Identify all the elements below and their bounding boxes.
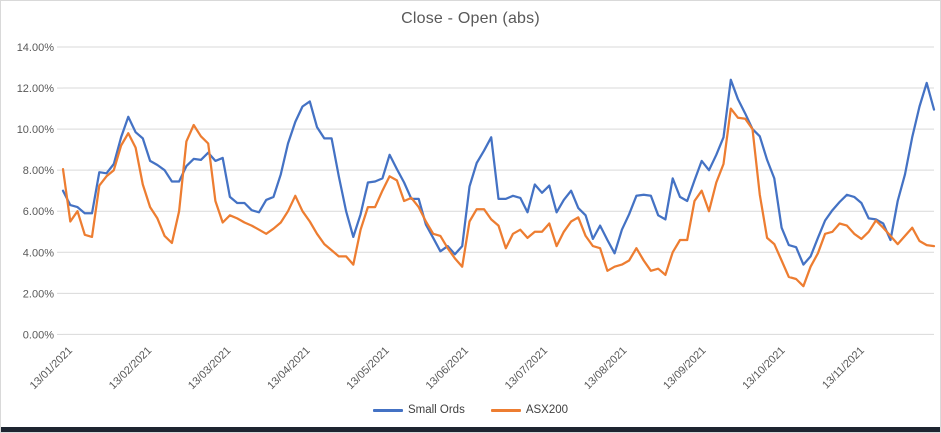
legend-label-asx200: ASX200 bbox=[525, 404, 569, 416]
x-axis-label: 13/06/2021 bbox=[424, 345, 471, 392]
y-axis-label: 2.00% bbox=[23, 288, 54, 300]
x-axis-label: 13/09/2021 bbox=[661, 345, 708, 392]
y-axis-ticks bbox=[57, 46, 63, 335]
x-axis-label: 13/05/2021 bbox=[344, 345, 391, 392]
y-axis-label: 14.00% bbox=[17, 42, 55, 54]
y-axis-label: 8.00% bbox=[23, 165, 54, 177]
legend-label-small-ords: Small Ords bbox=[407, 404, 465, 416]
small-ords-line-swatch bbox=[372, 408, 403, 412]
x-axis-label: 13/03/2021 bbox=[186, 345, 233, 392]
y-gridlines bbox=[63, 46, 934, 335]
x-axis-label: 13/04/2021 bbox=[265, 345, 312, 392]
legend-item-small-ords[interactable]: Small Ords bbox=[372, 404, 465, 416]
y-axis-labels: 0.00% 2.00% 4.00% 6.00% 8.00% 10.00% 12.00% 14.… bbox=[17, 42, 55, 341]
y-axis-label: 0.00% bbox=[23, 329, 54, 341]
x-axis-label: 13/11/2021 bbox=[820, 345, 867, 392]
chart-title: Close - Open (abs) bbox=[401, 10, 540, 27]
x-axis-labels: 13/01/2021 13/02/2021 13/03/2021 13/04/2021… bbox=[28, 345, 867, 392]
y-axis-label: 10.00% bbox=[17, 124, 55, 136]
x-axis-label: 13/10/2021 bbox=[740, 345, 787, 392]
x-axis-label: 13/01/2021 bbox=[28, 345, 75, 392]
x-axis-label: 13/02/2021 bbox=[107, 345, 154, 392]
legend-item-asx200[interactable]: ASX200 bbox=[490, 404, 569, 416]
x-axis-label: 13/07/2021 bbox=[503, 345, 550, 392]
y-axis-label: 6.00% bbox=[23, 206, 54, 218]
series-line-asx200[interactable] bbox=[61, 107, 936, 288]
x-axis-label: 13/08/2021 bbox=[582, 345, 629, 392]
window-bottom-edge bbox=[1, 427, 940, 432]
y-axis-label: 12.00% bbox=[17, 83, 55, 95]
y-axis-label: 4.00% bbox=[23, 247, 54, 259]
series-lines bbox=[61, 78, 936, 288]
chart-legend: Small Ords ASX200 bbox=[1, 404, 940, 416]
asx200-line-swatch bbox=[490, 408, 521, 412]
series-line-small-ords[interactable] bbox=[61, 78, 936, 266]
